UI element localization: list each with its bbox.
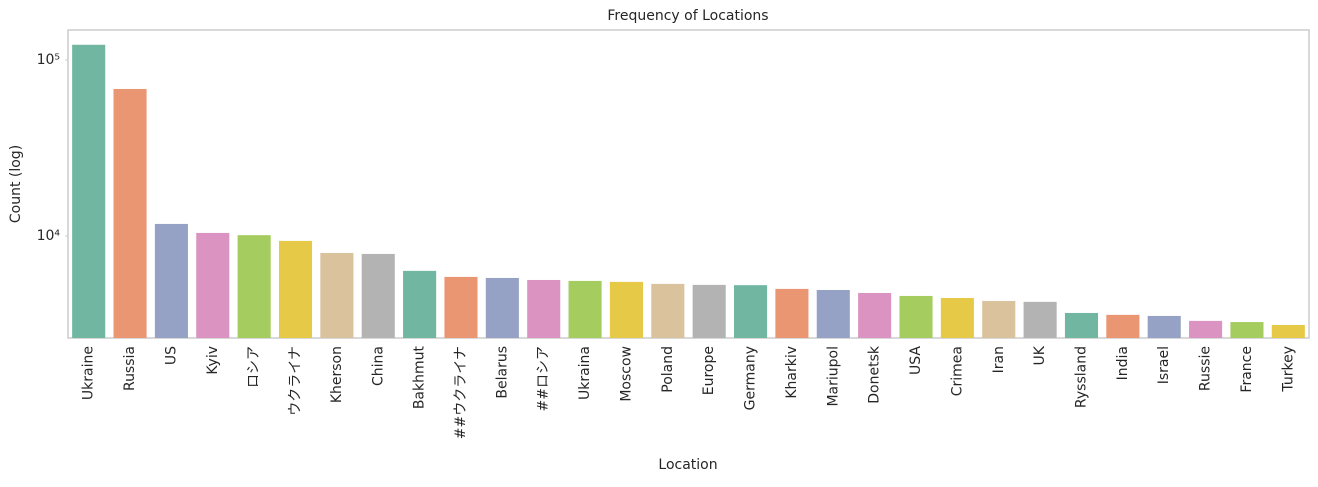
x-tick-label: UK [1032, 345, 1048, 365]
bar [1147, 315, 1181, 338]
x-tick-label: Bakhmut [412, 345, 428, 409]
y-tick-label: 10⁵ [37, 52, 60, 68]
bar [320, 252, 354, 338]
x-tick-label: Moscow [618, 346, 634, 402]
bar [816, 289, 850, 338]
bar [196, 232, 230, 338]
bar [775, 288, 809, 338]
bar [1064, 312, 1099, 338]
x-tick-label: Ukraine [81, 346, 97, 400]
x-tick-label: Donetsk [867, 345, 883, 404]
x-tick-label: Europe [701, 346, 717, 395]
bar [568, 280, 602, 338]
x-tick-label: Germany [743, 346, 759, 410]
bar [940, 297, 974, 338]
x-axis-label: Location [658, 457, 717, 473]
y-axis-label: Count (log) [8, 145, 24, 223]
bar [734, 285, 768, 338]
bar [278, 240, 313, 338]
bar [692, 284, 726, 338]
x-tick-label: Kherson [329, 346, 345, 403]
x-tick-label: ウクライナ [288, 346, 304, 416]
x-tick-label: France [1239, 346, 1255, 393]
x-tick-label: Kyiv [205, 346, 221, 375]
bar [651, 283, 685, 338]
x-tick-label: Israel [1156, 346, 1172, 384]
bar [361, 253, 395, 338]
x-tick-label: India [1115, 346, 1131, 380]
x-tick-label: Russia [122, 346, 138, 391]
bar [858, 292, 892, 338]
x-tick-label: USA [908, 346, 924, 375]
bar [237, 235, 271, 338]
bar [485, 277, 519, 338]
bar [444, 276, 478, 338]
bar [154, 223, 188, 338]
bar [1023, 301, 1057, 338]
bar [899, 295, 933, 338]
x-tick-label: ロシア [246, 346, 262, 388]
bar [403, 270, 437, 338]
x-tick-label: Iran [991, 346, 1007, 373]
chart-title: Frequency of Locations [607, 8, 768, 24]
x-tick-label: Russie [1198, 346, 1214, 391]
x-tick-label: China [370, 346, 386, 386]
x-tick-label: US [163, 346, 179, 365]
bar [72, 44, 106, 338]
bar [1106, 314, 1140, 338]
bar [609, 281, 643, 338]
bar [113, 88, 147, 339]
x-tick-label: Crimea [949, 346, 965, 396]
x-tick-label: Poland [660, 346, 676, 393]
bar [1271, 324, 1305, 338]
x-tick-label: ##ウクライナ [453, 346, 469, 439]
bar [527, 279, 561, 338]
x-tick-label: Kharkiv [784, 346, 800, 399]
bar [1230, 322, 1264, 338]
bar [982, 300, 1016, 338]
y-tick-label: 10⁴ [37, 228, 61, 244]
x-tick-label: Ukraina [577, 346, 593, 400]
bar [1189, 320, 1223, 338]
x-tick-label: Belarus [494, 346, 510, 399]
x-tick-label: Turkey [1280, 346, 1296, 393]
x-tick-label: Ryssland [1073, 346, 1089, 408]
x-tick-label: ##ロシア [536, 346, 552, 411]
plot-frame [67, 29, 1310, 339]
x-tick-label: Mariupol [825, 346, 841, 407]
